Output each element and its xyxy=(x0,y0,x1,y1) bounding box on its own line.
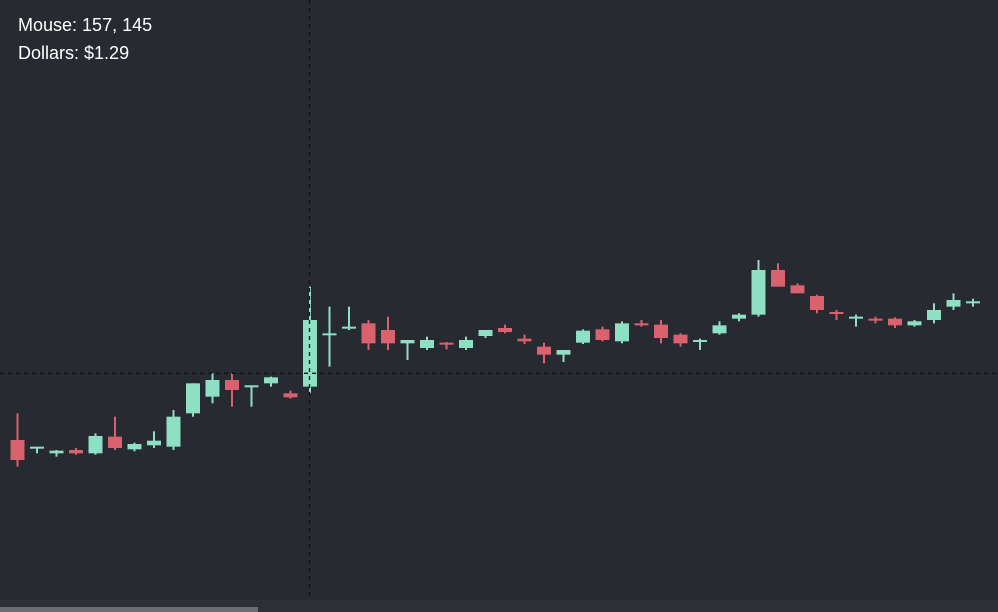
candle-body-down[interactable] xyxy=(634,323,649,326)
candle-body-up[interactable] xyxy=(927,310,941,320)
candle-body-down[interactable] xyxy=(771,270,785,287)
candle-body-up[interactable] xyxy=(751,270,766,315)
mouse-label: Mouse: xyxy=(18,15,78,35)
dollars-value: $1.29 xyxy=(84,43,130,63)
candle-body-up[interactable] xyxy=(849,316,863,319)
candle-body-down[interactable] xyxy=(537,346,551,355)
candle-body-up[interactable] xyxy=(556,350,571,355)
candle-body-up[interactable] xyxy=(907,321,922,326)
candle-body-up[interactable] xyxy=(244,385,259,388)
candle-body-down[interactable] xyxy=(283,393,298,398)
candle-body-up[interactable] xyxy=(615,323,629,342)
candle-body-up[interactable] xyxy=(420,340,434,348)
candle-body-down[interactable] xyxy=(381,330,395,344)
candle-body-up[interactable] xyxy=(459,340,473,348)
candle-body-up[interactable] xyxy=(147,440,161,446)
candle-body-down[interactable] xyxy=(225,380,239,390)
candle-body-down[interactable] xyxy=(829,312,844,314)
candle-body-up[interactable] xyxy=(966,301,980,304)
candle-body-down[interactable] xyxy=(810,296,824,310)
candle-body-up[interactable] xyxy=(478,330,493,336)
candle-body-up[interactable] xyxy=(576,330,590,343)
candle-body-up[interactable] xyxy=(205,380,220,397)
candles-layer xyxy=(10,260,980,467)
mouse-x-value: 157 xyxy=(82,15,113,35)
candle-body-down[interactable] xyxy=(498,328,512,332)
candle-body-up[interactable] xyxy=(693,340,707,342)
candle-body-down[interactable] xyxy=(439,342,454,345)
candle-body-up[interactable] xyxy=(49,450,64,454)
candle-body-down[interactable] xyxy=(517,338,532,342)
candle-body-down[interactable] xyxy=(361,323,376,344)
dollars-label: Dollars: xyxy=(18,43,80,63)
candle-body-up[interactable] xyxy=(400,340,415,344)
candle-body-down[interactable] xyxy=(108,436,122,448)
candle-body-up[interactable] xyxy=(712,325,727,334)
candle-body-up[interactable] xyxy=(166,416,181,447)
candle-body-down[interactable] xyxy=(654,324,668,338)
candle-body-up[interactable] xyxy=(342,326,356,329)
mouse-coord-separator: , xyxy=(112,15,123,35)
candle-body-up[interactable] xyxy=(88,436,103,454)
candle-body-down[interactable] xyxy=(790,285,805,294)
candle-body-down[interactable] xyxy=(10,440,25,460)
dollars-readout: Dollars: $1.29 xyxy=(18,42,129,64)
candle-body-down[interactable] xyxy=(595,329,610,340)
candle-body-up[interactable] xyxy=(186,383,200,414)
candle-body-up[interactable] xyxy=(946,300,961,307)
candle-body-up[interactable] xyxy=(127,444,142,450)
mouse-position-readout: Mouse: 157, 145 xyxy=(18,14,152,36)
candle-body-up[interactable] xyxy=(322,333,337,336)
mouse-y-value: 145 xyxy=(122,15,153,35)
candle-body-up[interactable] xyxy=(732,314,746,319)
candle-body-down[interactable] xyxy=(868,318,883,321)
horizontal-scrollbar-thumb[interactable] xyxy=(0,607,258,612)
candle-body-down[interactable] xyxy=(673,334,688,344)
candle-body-down[interactable] xyxy=(69,450,83,454)
candle-body-up[interactable] xyxy=(30,446,44,449)
candle-body-down[interactable] xyxy=(888,318,902,326)
candle-body-up[interactable] xyxy=(264,377,278,384)
